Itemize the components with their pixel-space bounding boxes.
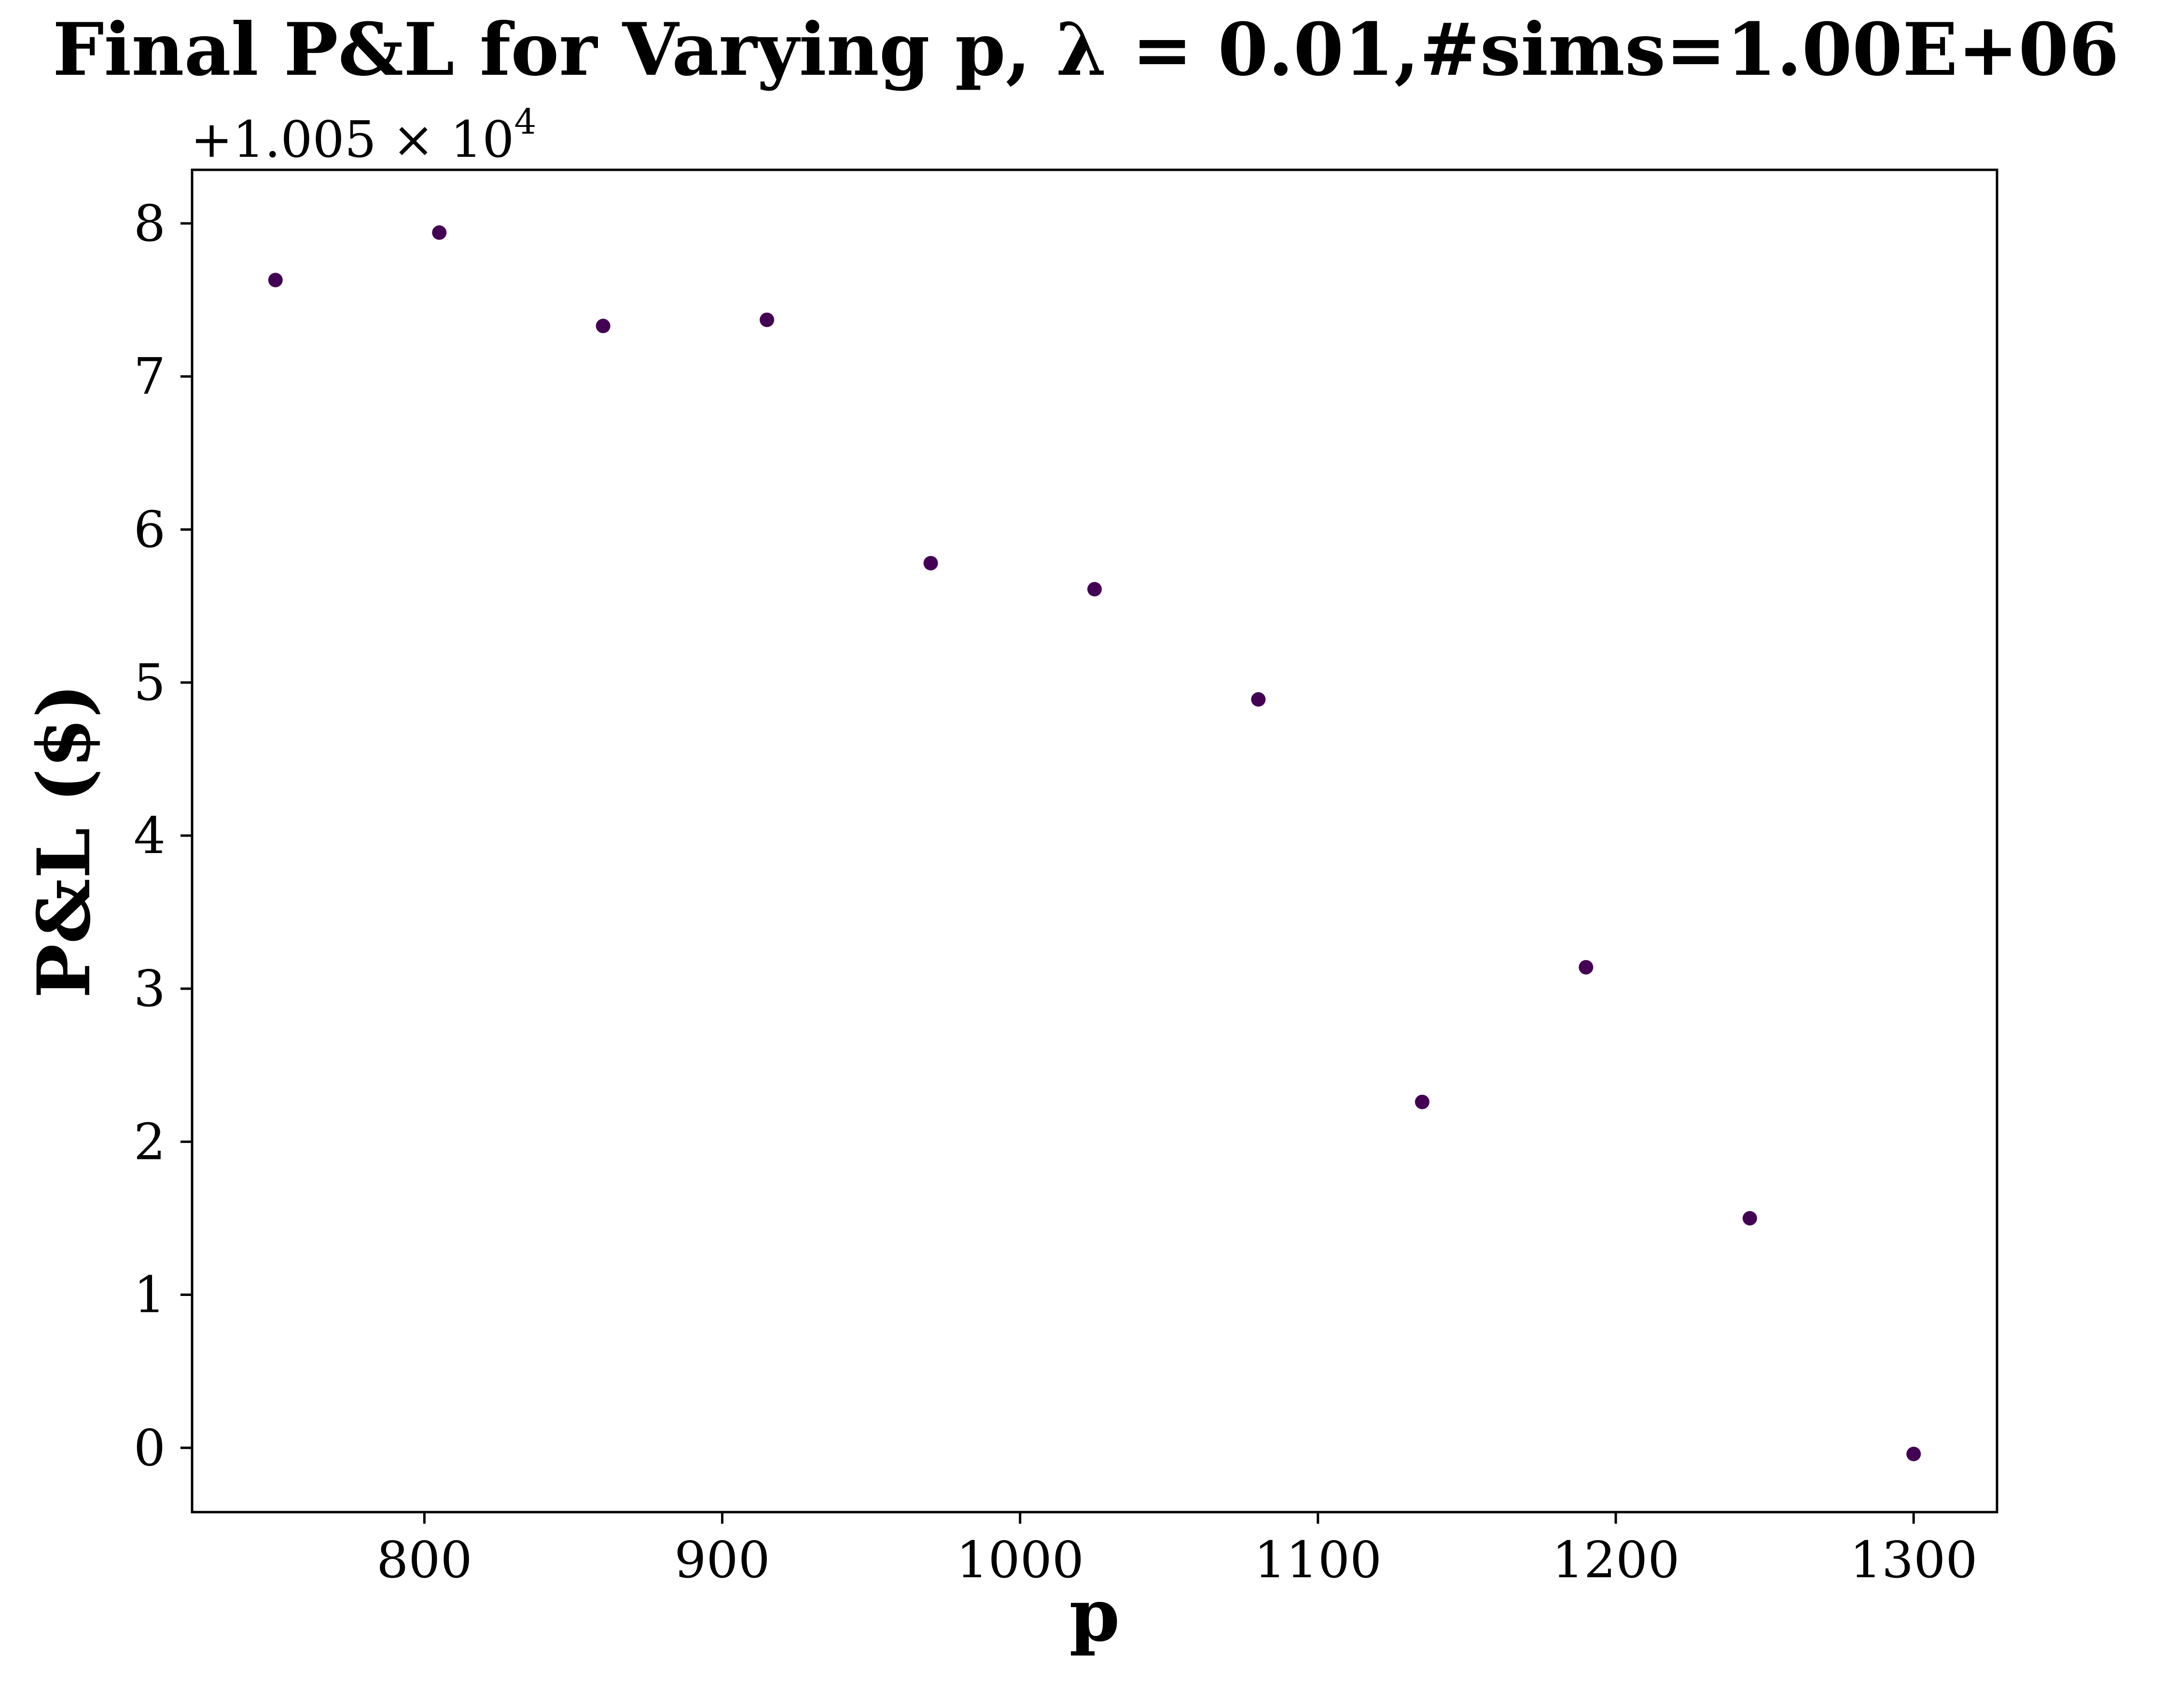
y-tick-label: 3 [134,959,166,1018]
data-point [1579,960,1594,975]
x-tick-label: 1200 [1552,1530,1680,1589]
data-point [596,318,610,333]
data-point [1415,1094,1429,1109]
y-tick-label: 1 [134,1266,166,1324]
data-point [760,312,775,327]
data-point [1906,1446,1921,1461]
data-point [1742,1211,1757,1226]
x-tick-label: 1100 [1254,1530,1382,1589]
x-axis-label: p [1069,1573,1120,1658]
data-point [1251,692,1266,707]
y-tick-label: 4 [134,806,166,865]
x-tick-label: 1000 [956,1530,1084,1589]
axis-offset-exponent: 4 [514,101,536,142]
data-point [432,225,447,240]
x-tick-label: 900 [674,1530,770,1589]
y-tick-label: 2 [134,1112,166,1171]
data-point [268,273,283,288]
y-tick-label: 0 [134,1419,166,1477]
y-axis-label: P&L ($) [22,684,107,998]
y-tick-label: 6 [134,500,166,559]
data-point [1087,582,1102,597]
y-tick-label: 7 [134,347,166,406]
plot-area: 800 900 1000 1100 1200 1300 0 1 2 3 4 5 6 7 8 [134,194,1978,1589]
y-tick-label: 8 [134,194,166,253]
x-tick-label: 800 [376,1530,472,1589]
y-tick-label: 5 [134,653,166,712]
chart-title: Final P&L for Varying p, λ = 0.01,#sims=… [53,7,2119,92]
axis-offset-value: +1.005 × 10 [191,110,514,169]
data-point [923,556,938,571]
axes-frame [191,168,1998,1514]
x-tick-label: 1300 [1850,1530,1978,1589]
axis-offset-text: +1.005 × 104 [191,101,536,169]
